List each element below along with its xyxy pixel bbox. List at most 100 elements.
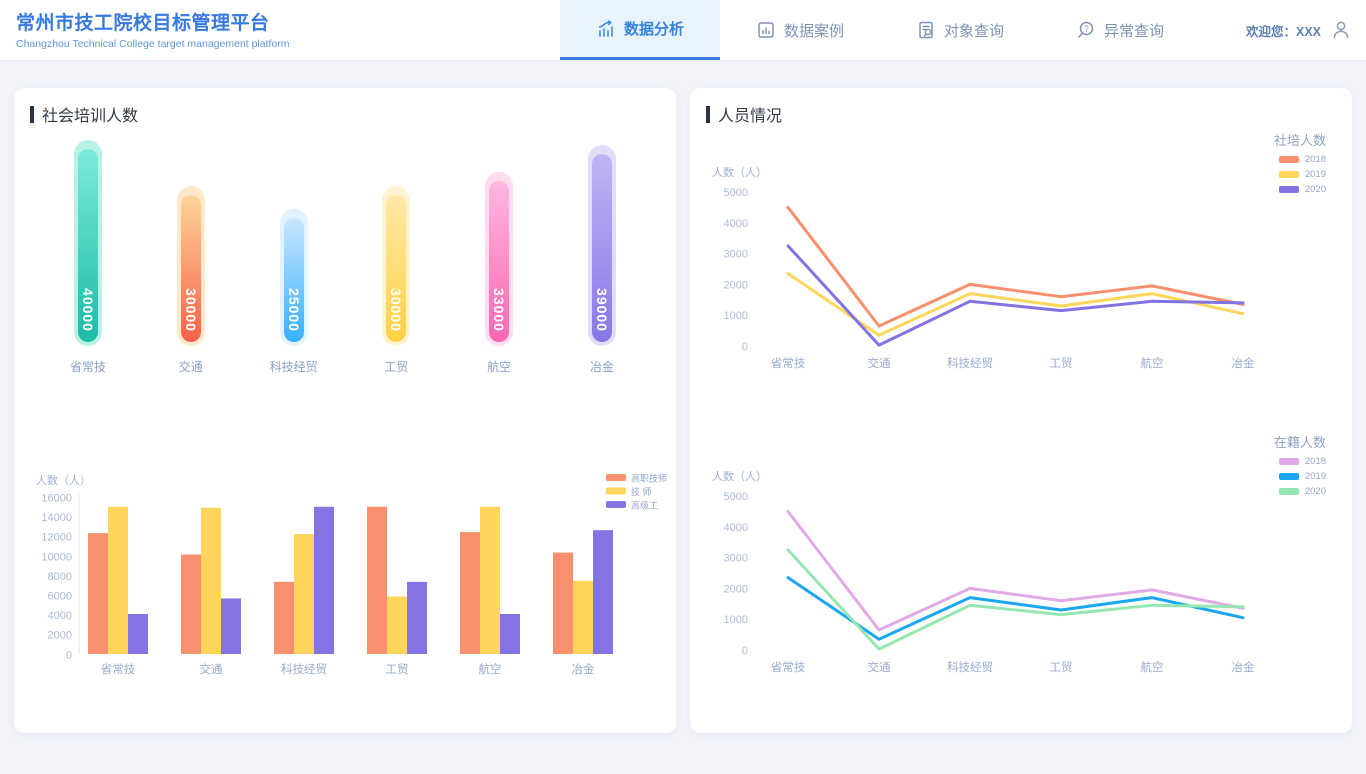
section-title-personnel: 人员情况 [706, 102, 782, 126]
tab-label: 数据分析 [623, 21, 684, 38]
legend-label[interactable]: 技 师 [631, 486, 652, 497]
title-marker [706, 105, 710, 123]
y-axis-label: 人数（人） [712, 166, 767, 179]
app-title: 常州市技工院校目标管理平台 [16, 13, 270, 34]
tab-label: 数据案例 [783, 22, 844, 40]
line-series-2019 [786, 576, 1245, 641]
brand: 常州市技工院校目标管理平台 Changzhou Technical Colleg… [16, 8, 290, 50]
bar-技 师 [387, 596, 407, 654]
y-tick-label: 3000 [724, 249, 748, 261]
legend-label[interactable]: 高职技师 [631, 473, 667, 484]
y-tick-label: 4000 [48, 610, 72, 622]
capsule-bar: 30000 [382, 186, 411, 346]
legend-label: 2018 [1304, 456, 1326, 467]
bar-高职技师 [88, 533, 108, 654]
bar-技 师 [480, 506, 500, 654]
title-marker [30, 105, 34, 123]
x-category-label: 航空 [1141, 660, 1164, 674]
tab-label: 对象查询 [943, 22, 1004, 40]
x-category-label: 航空 [1141, 356, 1164, 370]
object-search-icon [916, 20, 936, 40]
legend-item-2018[interactable]: 2018 [1278, 154, 1326, 165]
bar-高级工 [128, 614, 148, 654]
line-series-2018 [786, 205, 1245, 328]
legend-swatch [1278, 186, 1299, 193]
welcome-text: 欢迎您：XXX [1245, 24, 1321, 39]
bar-高级工 [407, 581, 427, 654]
legend-shepei: 社培人数 2018 2019 2020 [1274, 130, 1326, 195]
x-category-label: 航空 [479, 662, 502, 676]
category-label: 交通 [178, 360, 203, 374]
y-tick-label: 10000 [41, 551, 72, 563]
bar-技 师 [108, 506, 128, 654]
section-title-text: 人员情况 [718, 108, 783, 125]
legend-label: 2019 [1304, 471, 1326, 482]
capsule-bar: 30000 [176, 186, 205, 346]
x-category-label: 省常技 [101, 663, 136, 676]
legend-title: 在籍人数 [1273, 435, 1326, 450]
y-tick-label: 2000 [724, 583, 748, 595]
y-tick-label: 6000 [48, 591, 72, 603]
x-category-label: 交通 [868, 356, 891, 370]
y-tick-label: 14000 [41, 512, 72, 524]
legend-title: 社培人数 [1273, 133, 1326, 148]
y-tick-label: 4000 [724, 218, 748, 230]
legend-label[interactable]: 高级工 [631, 500, 658, 511]
y-tick-label: 3000 [724, 553, 748, 565]
bar-value-label: 30000 [182, 288, 199, 332]
legend-swatch[interactable] [606, 487, 626, 495]
legend-swatch[interactable] [606, 501, 626, 508]
legend-label: 2020 [1304, 184, 1326, 195]
category-label: 科技经贸 [269, 360, 318, 374]
svg-text:?: ? [1084, 24, 1089, 33]
x-category-label: 冶金 [572, 662, 595, 676]
report-icon [756, 20, 776, 40]
tab-anomaly-search[interactable]: ? 异常查询 [1040, 0, 1200, 60]
legend-item-2018[interactable]: 2018 [1278, 456, 1326, 467]
bar-高级工 [314, 506, 334, 654]
tab-data-analysis[interactable]: 数据分析 [560, 0, 720, 60]
legend-item-2020[interactable]: 2020 [1278, 486, 1326, 497]
app-subtitle: Changzhou Technical College target manag… [16, 38, 290, 50]
y-tick-label: 2000 [48, 630, 72, 642]
panel-personnel: 人员情况 社培人数 2018 2019 2020 人数（人） 5000 4000 3000 2… [690, 88, 1352, 733]
legend-swatch [1278, 488, 1299, 495]
x-category-label: 交通 [200, 662, 223, 676]
x-category-label: 工贸 [386, 663, 409, 676]
x-category-label: 工贸 [1050, 357, 1073, 370]
legend-swatch[interactable] [606, 474, 626, 481]
capsule-bar-fill: 30000 [180, 195, 201, 342]
legend-zaiji: 在籍人数 2018 2019 2020 [1274, 432, 1326, 497]
capsule-bar: 25000 [279, 209, 308, 346]
y-tick-label: 5000 [724, 187, 748, 199]
capsule-bar-column: 25000 科技经贸 [254, 130, 334, 375]
capsule-bar-column: 40000 省常技 [48, 130, 128, 375]
tab-object-search[interactable]: 对象查询 [880, 0, 1040, 60]
bar-高职技师 [274, 581, 294, 654]
legend-item-2019[interactable]: 2019 [1278, 169, 1326, 180]
legend-label: 2019 [1304, 169, 1326, 180]
x-category-label: 科技经贸 [947, 660, 993, 674]
capsule-bar-column: 33000 航空 [459, 130, 539, 375]
legend-item-2020[interactable]: 2020 [1278, 184, 1326, 195]
bar-value-label: 33000 [491, 288, 508, 332]
y-tick-label: 2000 [724, 279, 748, 291]
tab-data-cases[interactable]: 数据案例 [720, 0, 880, 60]
y-tick-label: 1000 [724, 614, 748, 626]
shepei-line-chart: 人数（人） 5000 4000 3000 2000 1000 0 省常技 交通 科技经贸 工贸 航空 冶… [712, 166, 1255, 370]
user-icon[interactable] [1330, 19, 1352, 41]
y-tick-label: 0 [66, 649, 72, 661]
line-series-2019 [786, 272, 1245, 337]
tab-label: 异常查询 [1103, 22, 1164, 40]
legend-label: 2020 [1304, 486, 1326, 497]
zaiji-line-chart: 人数（人） 5000 4000 3000 2000 1000 0 省常技 交通 科技经贸 工贸 航空 冶… [712, 470, 1255, 674]
anomaly-search-icon: ? [1076, 20, 1096, 40]
legend-item-2019[interactable]: 2019 [1278, 471, 1326, 482]
y-tick-label: 0 [742, 645, 748, 657]
bar-高级工 [593, 530, 613, 654]
line-series-2020 [786, 244, 1245, 347]
bar-value-label: 39000 [593, 288, 610, 332]
bar-value-label: 40000 [80, 288, 96, 332]
bar-value-label: 30000 [388, 288, 405, 332]
capsule-bar: 40000 [74, 140, 102, 346]
